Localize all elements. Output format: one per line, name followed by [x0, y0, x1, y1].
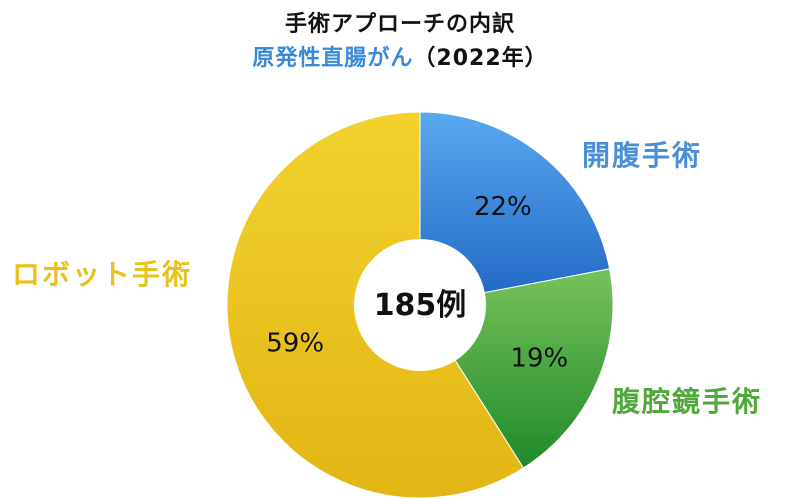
value-label-robotic-surgery: 59% — [266, 328, 324, 358]
value-label-open-surgery: 22% — [474, 192, 532, 222]
center-total-label: 185例 — [374, 288, 467, 323]
category-label-robotic-surgery: ロボット手術 — [12, 258, 193, 291]
value-label-laparoscopic-surgery: 19% — [510, 344, 568, 374]
chart-title: 手術アプローチの内訳 — [284, 12, 515, 37]
subtitle-main: 原発性直腸がん — [252, 46, 414, 71]
subtitle-year: （2022年） — [413, 46, 548, 71]
pie-slice-open-surgery — [419, 111, 611, 306]
chart-subtitle: 原発性直腸がん（2022年） — [0, 40, 800, 72]
category-label-open-surgery: 開腹手術 — [582, 139, 703, 172]
category-label-laparoscopic-surgery: 腹腔鏡手術 — [612, 385, 763, 418]
donut-center-circle — [354, 239, 486, 371]
